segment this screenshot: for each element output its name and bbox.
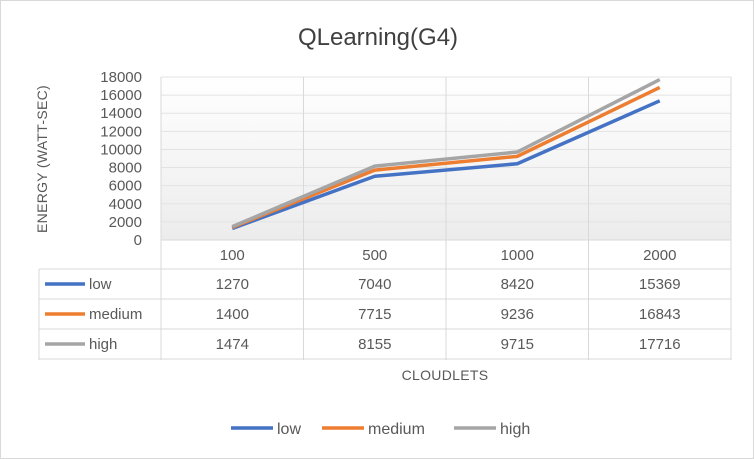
- y-tick-label: 12000: [100, 123, 142, 140]
- y-tick-label: 0: [134, 232, 142, 249]
- table-series-name: high: [89, 336, 117, 353]
- legend-label: medium: [368, 421, 425, 438]
- table-cell: 1270: [216, 276, 249, 293]
- series-line-low: [231, 99, 661, 231]
- chart-title: QLearning(G4): [298, 24, 458, 51]
- y-tick-label: 2000: [109, 214, 142, 231]
- y-tick-label: 14000: [100, 105, 142, 122]
- x-tick-label: 500: [362, 247, 387, 264]
- series-line-high: [231, 78, 661, 229]
- table-cell: 1400: [216, 306, 249, 323]
- table-cell: 15369: [639, 276, 681, 293]
- y-tick-label: 6000: [109, 178, 142, 195]
- x-axis-label: CLOUDLETS: [402, 367, 489, 383]
- series-line-medium: [231, 85, 661, 229]
- table-cell: 7715: [358, 306, 391, 323]
- y-tick-label: 8000: [109, 160, 142, 177]
- legend-label: low: [277, 421, 301, 438]
- gridlines: [160, 76, 732, 360]
- table-cell: 16843: [639, 306, 681, 323]
- legend: low medium high: [231, 421, 530, 438]
- table-series-name: medium: [89, 306, 142, 323]
- table-cell: 1474: [216, 336, 249, 353]
- table-cell: 7040: [358, 276, 391, 293]
- table-cell: 8155: [358, 336, 391, 353]
- table-cell: 9236: [501, 306, 534, 323]
- x-tick-label: 2000: [643, 247, 676, 264]
- table-series-name: low: [89, 276, 112, 293]
- y-tick-label: 16000: [100, 87, 142, 104]
- table-cell: 17716: [639, 336, 681, 353]
- data-table: 100 500 1000 2000 low 1270 7040 8420 15369 medium…: [38, 239, 731, 360]
- y-tick-label: 18000: [100, 69, 142, 86]
- legend-label: high: [500, 421, 530, 438]
- y-tick-label: 4000: [109, 196, 142, 213]
- x-tick-label: 1000: [501, 247, 534, 264]
- y-axis-label: ENERGY (WATT-SEC): [34, 85, 50, 233]
- x-tick-label: 100: [220, 247, 245, 264]
- table-cell: 8420: [501, 276, 534, 293]
- y-tick-label: 10000: [100, 141, 142, 158]
- series-lines: [231, 78, 661, 231]
- table-cell: 9715: [501, 336, 534, 353]
